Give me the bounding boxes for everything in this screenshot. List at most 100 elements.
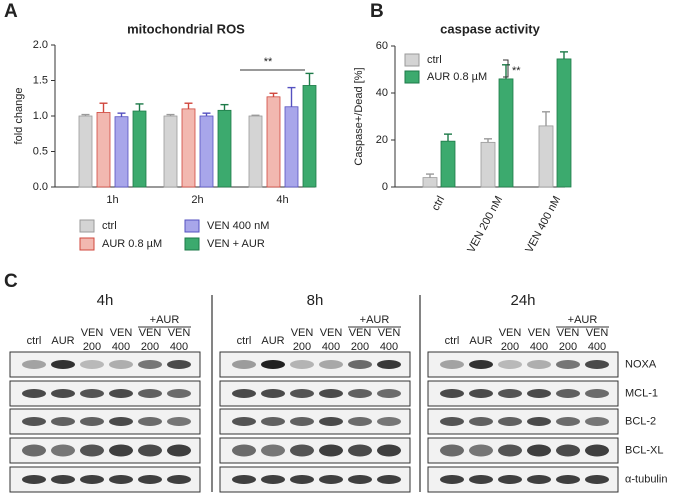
band xyxy=(440,475,464,484)
band xyxy=(22,444,46,457)
band xyxy=(80,389,104,398)
lane-label: 200 xyxy=(501,341,519,353)
legend-swatch xyxy=(404,70,420,84)
y-tick-label: 60 xyxy=(376,40,388,52)
band xyxy=(290,360,314,369)
band xyxy=(585,475,609,484)
row-label: NOXA xyxy=(625,358,657,370)
x-tick-label: ctrl xyxy=(430,194,447,213)
bar xyxy=(266,96,281,188)
lane-label: 400 xyxy=(322,341,340,353)
band xyxy=(348,389,372,398)
significance: ** xyxy=(512,65,521,77)
band xyxy=(22,360,46,369)
lane-label: VEN xyxy=(528,327,551,339)
band xyxy=(232,360,256,369)
band xyxy=(377,417,401,426)
lane-label: 400 xyxy=(530,341,548,353)
lane-label: VEN xyxy=(168,327,191,339)
band xyxy=(585,444,609,457)
panel-label: B xyxy=(370,1,384,22)
band xyxy=(498,360,522,369)
band xyxy=(51,389,75,398)
lane-label: ctrl xyxy=(27,335,42,347)
lane-label: 200 xyxy=(293,341,311,353)
band xyxy=(138,389,162,398)
band xyxy=(348,475,372,484)
band xyxy=(556,475,580,484)
y-axis-label: fold change xyxy=(13,88,25,145)
x-tick-label: VEN 200 nM xyxy=(465,194,505,255)
bar xyxy=(199,115,214,188)
row-label: BCL-2 xyxy=(625,415,656,427)
legend-swatch xyxy=(404,53,420,67)
band xyxy=(556,360,580,369)
x-tick-label: VEN 400 nM xyxy=(523,194,563,255)
band xyxy=(167,389,191,398)
legend-swatch xyxy=(79,237,95,251)
bar xyxy=(96,112,111,188)
band xyxy=(261,417,285,426)
y-tick-label: 1.5 xyxy=(33,74,48,86)
blot-box xyxy=(427,351,619,378)
panel-label: C xyxy=(4,271,18,292)
band xyxy=(319,444,343,457)
lane-label: 400 xyxy=(380,341,398,353)
band xyxy=(138,444,162,457)
band xyxy=(469,475,493,484)
chart-title: mitochondrial ROS xyxy=(127,21,245,36)
lane-label: VEN xyxy=(320,327,343,339)
y-axis-label: Caspase+/Dead [%] xyxy=(353,67,365,165)
panel-label: A xyxy=(4,1,18,22)
timepoint: 8h xyxy=(307,292,324,309)
band xyxy=(377,389,401,398)
band xyxy=(585,417,609,426)
lane-label: AUR xyxy=(261,335,284,347)
bar xyxy=(440,140,456,188)
band xyxy=(469,417,493,426)
band xyxy=(167,444,191,457)
lane-label: 200 xyxy=(83,341,101,353)
band xyxy=(290,417,314,426)
lane-label: VEN xyxy=(349,327,372,339)
bar xyxy=(302,85,317,188)
chart-title: caspase activity xyxy=(440,21,541,36)
band xyxy=(440,389,464,398)
y-tick-label: 2.0 xyxy=(33,39,48,51)
lane-label: VEN xyxy=(378,327,401,339)
band xyxy=(469,360,493,369)
band xyxy=(167,475,191,484)
lane-label: 200 xyxy=(141,341,159,353)
band xyxy=(585,389,609,398)
band xyxy=(319,417,343,426)
band xyxy=(348,444,372,457)
band xyxy=(138,360,162,369)
bar xyxy=(248,115,263,188)
band xyxy=(527,475,551,484)
bar xyxy=(556,58,572,188)
band xyxy=(51,444,75,457)
band xyxy=(51,475,75,484)
significance: ** xyxy=(264,56,273,68)
band xyxy=(232,389,256,398)
band xyxy=(109,360,133,369)
lane-label: VEN xyxy=(557,327,580,339)
band xyxy=(527,360,551,369)
band xyxy=(261,444,285,457)
band xyxy=(556,444,580,457)
lane-label: AUR xyxy=(51,335,74,347)
lane-label: 200 xyxy=(559,341,577,353)
bar xyxy=(538,125,554,188)
band xyxy=(261,475,285,484)
band xyxy=(498,444,522,457)
band xyxy=(556,417,580,426)
y-tick-label: 0.5 xyxy=(33,145,48,157)
bar xyxy=(480,141,496,188)
band xyxy=(167,360,191,369)
y-tick-label: 0.0 xyxy=(33,181,48,193)
lane-label: 400 xyxy=(170,341,188,353)
bar xyxy=(217,109,232,188)
lane-label: VEN xyxy=(139,327,162,339)
y-tick-label: 1.0 xyxy=(33,110,48,122)
band xyxy=(290,389,314,398)
